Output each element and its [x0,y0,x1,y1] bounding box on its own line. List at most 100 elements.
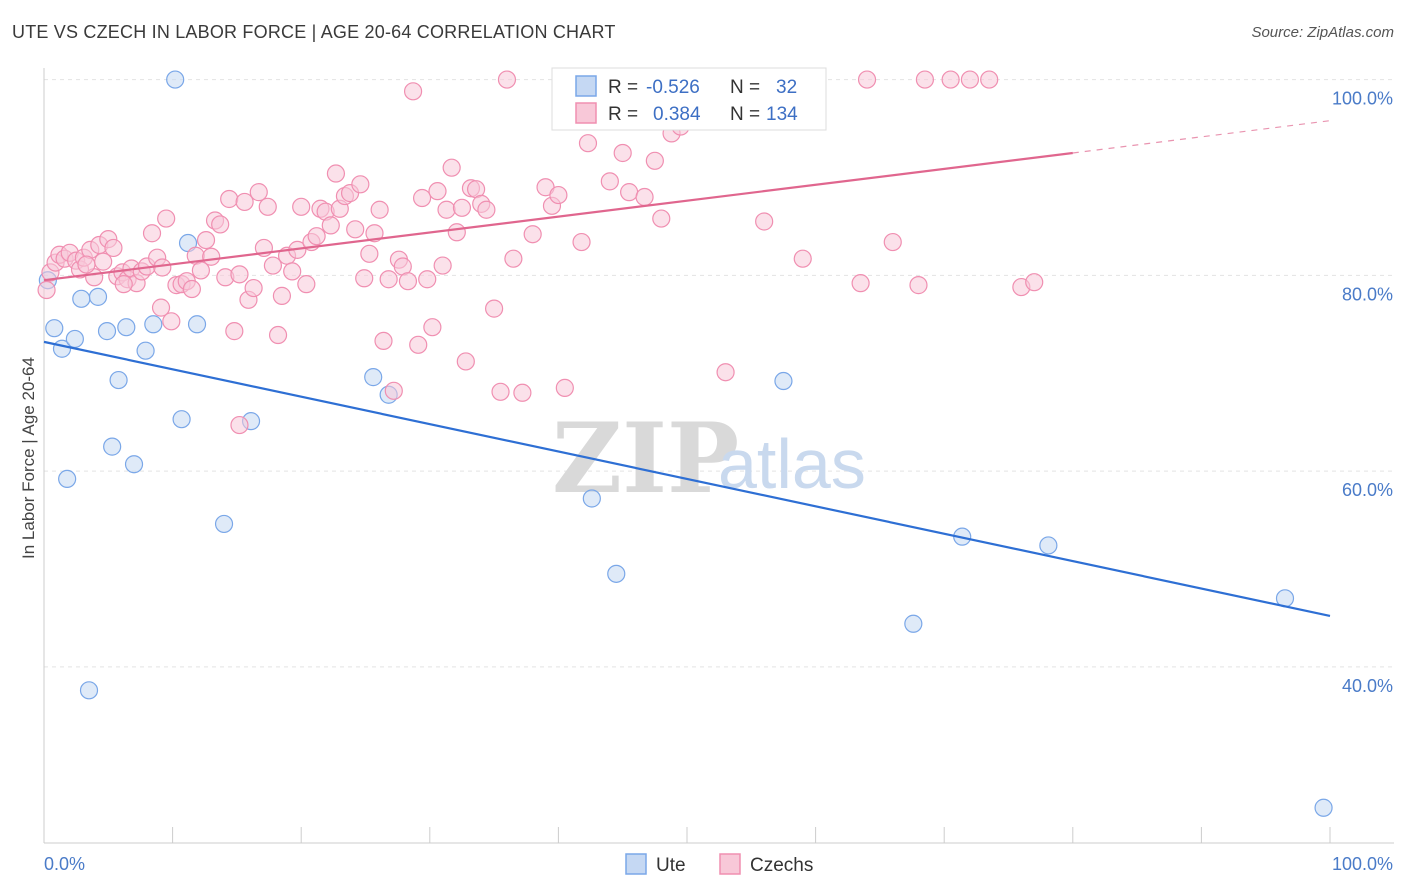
legend: R = -0.526 N = 32 R = 0.384 N = 134 [551,67,827,131]
czechs-point-116 [716,363,735,382]
x-tick-label-0: 0.0% [44,854,85,874]
legend-swatch-czechs [575,102,597,124]
czechs-trend-extension [1072,120,1331,154]
czechs-point-120 [793,249,812,268]
axes [43,68,1394,844]
czechs-point-22 [142,224,162,243]
y-tick-label-3: 100.0% [1332,89,1393,109]
ute-point-15 [166,70,185,89]
ute-point-6 [79,681,99,700]
czechs-point-48 [268,325,288,345]
ute-point-12 [124,455,144,474]
czechs-point-84 [442,158,461,177]
czechs-point-81 [428,182,447,201]
czechs-point-127 [960,70,980,89]
ute-point-3 [58,469,77,489]
legend-box [551,67,827,131]
czechs-point-70 [374,331,393,351]
czechs-point-118 [755,212,774,231]
czechs-point-83 [437,200,456,219]
y-tick-label-1: 60.0% [1342,480,1393,500]
czechs-point-123 [883,232,902,252]
czechs-point-92 [485,299,504,318]
czechs-point-24 [151,298,171,317]
data-points [37,70,1333,817]
czechs-point-46 [258,197,277,216]
legend-n-label-czechs: N = [730,104,760,125]
ute-point-31 [1314,798,1333,817]
ute-point-5 [72,289,91,308]
czechs-point-0 [37,280,56,300]
y-tick-labels: 40.0% 60.0% 80.0% 100.0% [1332,89,1393,696]
ute-point-13 [136,341,155,360]
czechs-point-69 [370,200,389,219]
czechs-point-79 [418,270,437,289]
czechs-point-60 [326,164,346,183]
czechs-point-110 [635,187,654,207]
ute-point-11 [117,318,136,337]
czechs-point-14 [104,238,123,258]
czechs-point-75 [398,272,418,291]
watermark-zip: ZIP [552,402,739,515]
czechs-point-125 [915,70,935,89]
czechs-point-86 [452,198,472,217]
x-tick-labels: 0.0% 100.0% [44,854,1393,874]
czechs-point-82 [433,256,452,275]
bottom-legend-label-ute: Ute [656,855,686,876]
czechs-point-130 [1025,273,1044,292]
czechs-point-41 [235,192,254,212]
czechs-point-108 [620,183,639,202]
czechs-point-95 [504,249,523,268]
legend-n-value-czechs: 134 [766,104,798,125]
ute-point-24 [607,564,626,583]
ute-point-9 [103,437,122,456]
czechs-point-131 [230,415,249,435]
legend-r-label-czechs: R = [608,104,638,125]
ute-point-1 [45,319,64,338]
chart-title: UTE VS CZECH IN LABOR FORCE | AGE 20-64 … [12,22,616,42]
czechs-point-93 [491,382,510,401]
legend-r-value-ute: -0.526 [646,77,700,98]
ute-point-7 [88,287,108,306]
czechs-point-97 [523,225,542,244]
czechs-point-78 [412,188,432,208]
czechs-point-49 [272,286,292,305]
czechs-point-51 [283,262,302,281]
czechs-point-59 [321,216,340,235]
chart-source: Source: ZipAtlas.com [1251,24,1394,41]
czechs-point-68 [365,224,384,243]
trend-lines [43,120,1331,618]
czechs-point-38 [220,189,239,209]
bottom-legend-swatch-ute [625,853,647,875]
czechs-point-85 [447,223,466,242]
czechs-point-100 [549,185,568,205]
czechs-point-54 [297,275,316,294]
ute-point-26 [774,371,793,391]
bottom-legend: Ute Czechs [625,853,813,876]
bottom-legend-label-czechs: Czechs [750,855,813,876]
ute-point-4 [65,329,84,349]
czechs-point-104 [578,134,598,153]
ute-point-16 [172,410,191,429]
y-axis-label: In Labor Force | Age 20-64 [19,357,38,559]
czechs-point-134 [77,255,96,274]
czechs-point-126 [941,70,960,89]
czechs-point-124 [909,276,928,295]
czechs-point-40 [230,265,249,284]
czechs-point-65 [351,175,370,194]
czechs-point-53 [292,197,311,216]
czechs-point-44 [249,183,268,202]
czechs-point-39 [225,322,244,341]
czechs-point-103 [572,232,591,252]
czechs-point-133 [114,275,133,294]
bottom-legend-swatch-czechs [719,853,741,875]
czechs-point-25 [157,209,176,228]
czechs-point-94 [497,70,517,89]
legend-n-value-ute: 32 [776,77,797,98]
czechs-point-66 [355,269,374,288]
czechs-trend-line [43,151,1073,282]
legend-n-label-ute: N = [730,77,760,98]
ute-point-19 [214,514,234,534]
czechs-point-96 [513,383,532,402]
